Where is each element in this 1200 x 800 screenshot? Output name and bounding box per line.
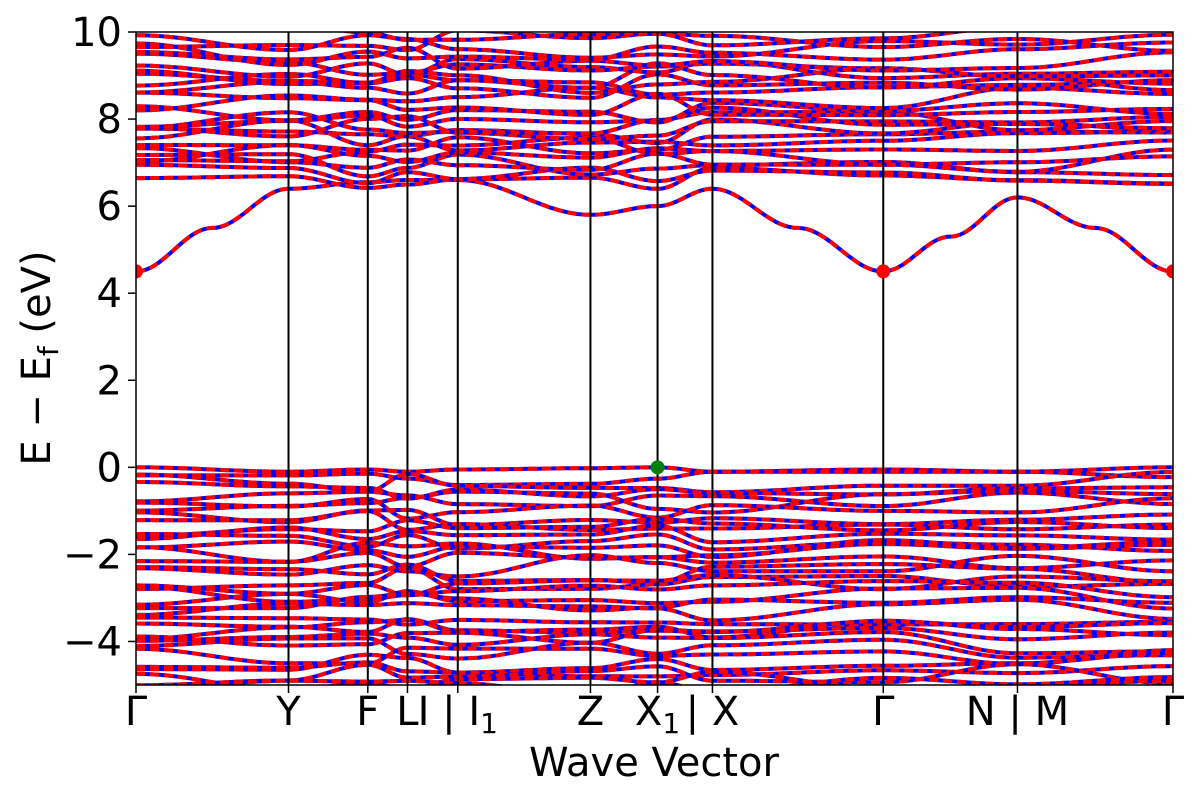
x-tick-label-3: L bbox=[396, 689, 419, 735]
vbm-marker bbox=[650, 460, 665, 475]
band-line-57-red bbox=[136, 651, 1173, 675]
band-line-23-red bbox=[136, 45, 1173, 73]
x-tick-label-subscript-6: 1 bbox=[662, 707, 680, 740]
y-axis-label-unit: (eV) bbox=[14, 250, 60, 346]
y-tick-label-5: 6 bbox=[97, 184, 122, 230]
x-tick-label-subscript-4: 1 bbox=[480, 707, 498, 740]
band-extrema-markers bbox=[136, 264, 1173, 475]
band-line-14-red bbox=[136, 100, 1173, 125]
x-tick-label-9: N | M bbox=[966, 689, 1069, 735]
y-axis-label-main: E − E bbox=[14, 356, 60, 466]
x-tick-label-text-7: | X bbox=[686, 689, 740, 735]
band-line-11-red bbox=[136, 114, 1173, 141]
band-line-12-red bbox=[136, 109, 1173, 136]
y-tick-label-6: 8 bbox=[97, 97, 122, 143]
cbm-marker-2 bbox=[1166, 264, 1173, 279]
x-tick-label-5: Z bbox=[577, 689, 604, 735]
y-axis-label: E − Ef (eV) bbox=[14, 250, 65, 465]
x-tick-label-text-6: X bbox=[635, 689, 662, 735]
y-tick-label-0: −4 bbox=[63, 619, 122, 665]
x-tick-label-10: Γ bbox=[1162, 689, 1185, 735]
band-line-35-red bbox=[136, 509, 1173, 532]
band-line-61-blue bbox=[187, 675, 1173, 685]
plot-frame bbox=[135, 31, 1174, 686]
x-tick-label-text-8: Γ bbox=[872, 689, 895, 735]
band-line-29-red bbox=[136, 470, 1173, 495]
band-line-33-red bbox=[136, 496, 1173, 521]
x-tick-label-text-0: Γ bbox=[125, 689, 148, 735]
band-line-3-red bbox=[136, 162, 1173, 186]
x-tick-label-text-9: N | M bbox=[966, 689, 1069, 735]
high-symmetry-lines bbox=[287, 32, 1019, 685]
band-line-41-red bbox=[136, 550, 1173, 571]
y-tick-label-7: 10 bbox=[71, 10, 122, 56]
x-tick-label-text-2: F bbox=[356, 689, 379, 735]
x-tick-label-2: F bbox=[356, 689, 379, 735]
x-tick-label-text-5: Z bbox=[577, 689, 604, 735]
x-tick-label-text-10: Γ bbox=[1162, 689, 1185, 735]
x-tick-label-0: Γ bbox=[125, 689, 148, 735]
band-line-5-red bbox=[136, 146, 1173, 174]
band-line-21-red bbox=[136, 56, 1173, 81]
y-tick-label-1: −2 bbox=[63, 532, 122, 578]
x-tick-label-8: Γ bbox=[872, 689, 895, 735]
y-tick-label-2: 0 bbox=[97, 445, 122, 491]
x-tick-label-text-4: I | I bbox=[418, 689, 481, 735]
band-line-37-red bbox=[136, 523, 1173, 545]
y-axis-label-subscript: f bbox=[32, 345, 65, 356]
x-tick-label-text-1: Y bbox=[275, 689, 301, 735]
cbm-marker-0 bbox=[136, 264, 143, 279]
band-line-24-red bbox=[136, 40, 1173, 67]
cbm-marker-1 bbox=[876, 264, 891, 279]
x-axis-label: Wave Vector bbox=[529, 740, 780, 786]
x-tick-label-text-3: L bbox=[396, 689, 419, 735]
x-tick-label-1: Y bbox=[275, 689, 301, 735]
band-line-43-red bbox=[136, 561, 1173, 585]
x-tick-label-4: I | I1 bbox=[418, 689, 498, 740]
x-tick-label-6: X1 bbox=[635, 689, 680, 740]
y-tick-label-3: 2 bbox=[97, 358, 122, 404]
x-tick-label-7: | X bbox=[686, 689, 740, 735]
y-tick-label-4: 4 bbox=[97, 271, 122, 317]
band-line-55-red bbox=[136, 636, 1173, 661]
y-axis-ticks: −4 −2 0 2 4 6 8 10 bbox=[63, 10, 136, 665]
